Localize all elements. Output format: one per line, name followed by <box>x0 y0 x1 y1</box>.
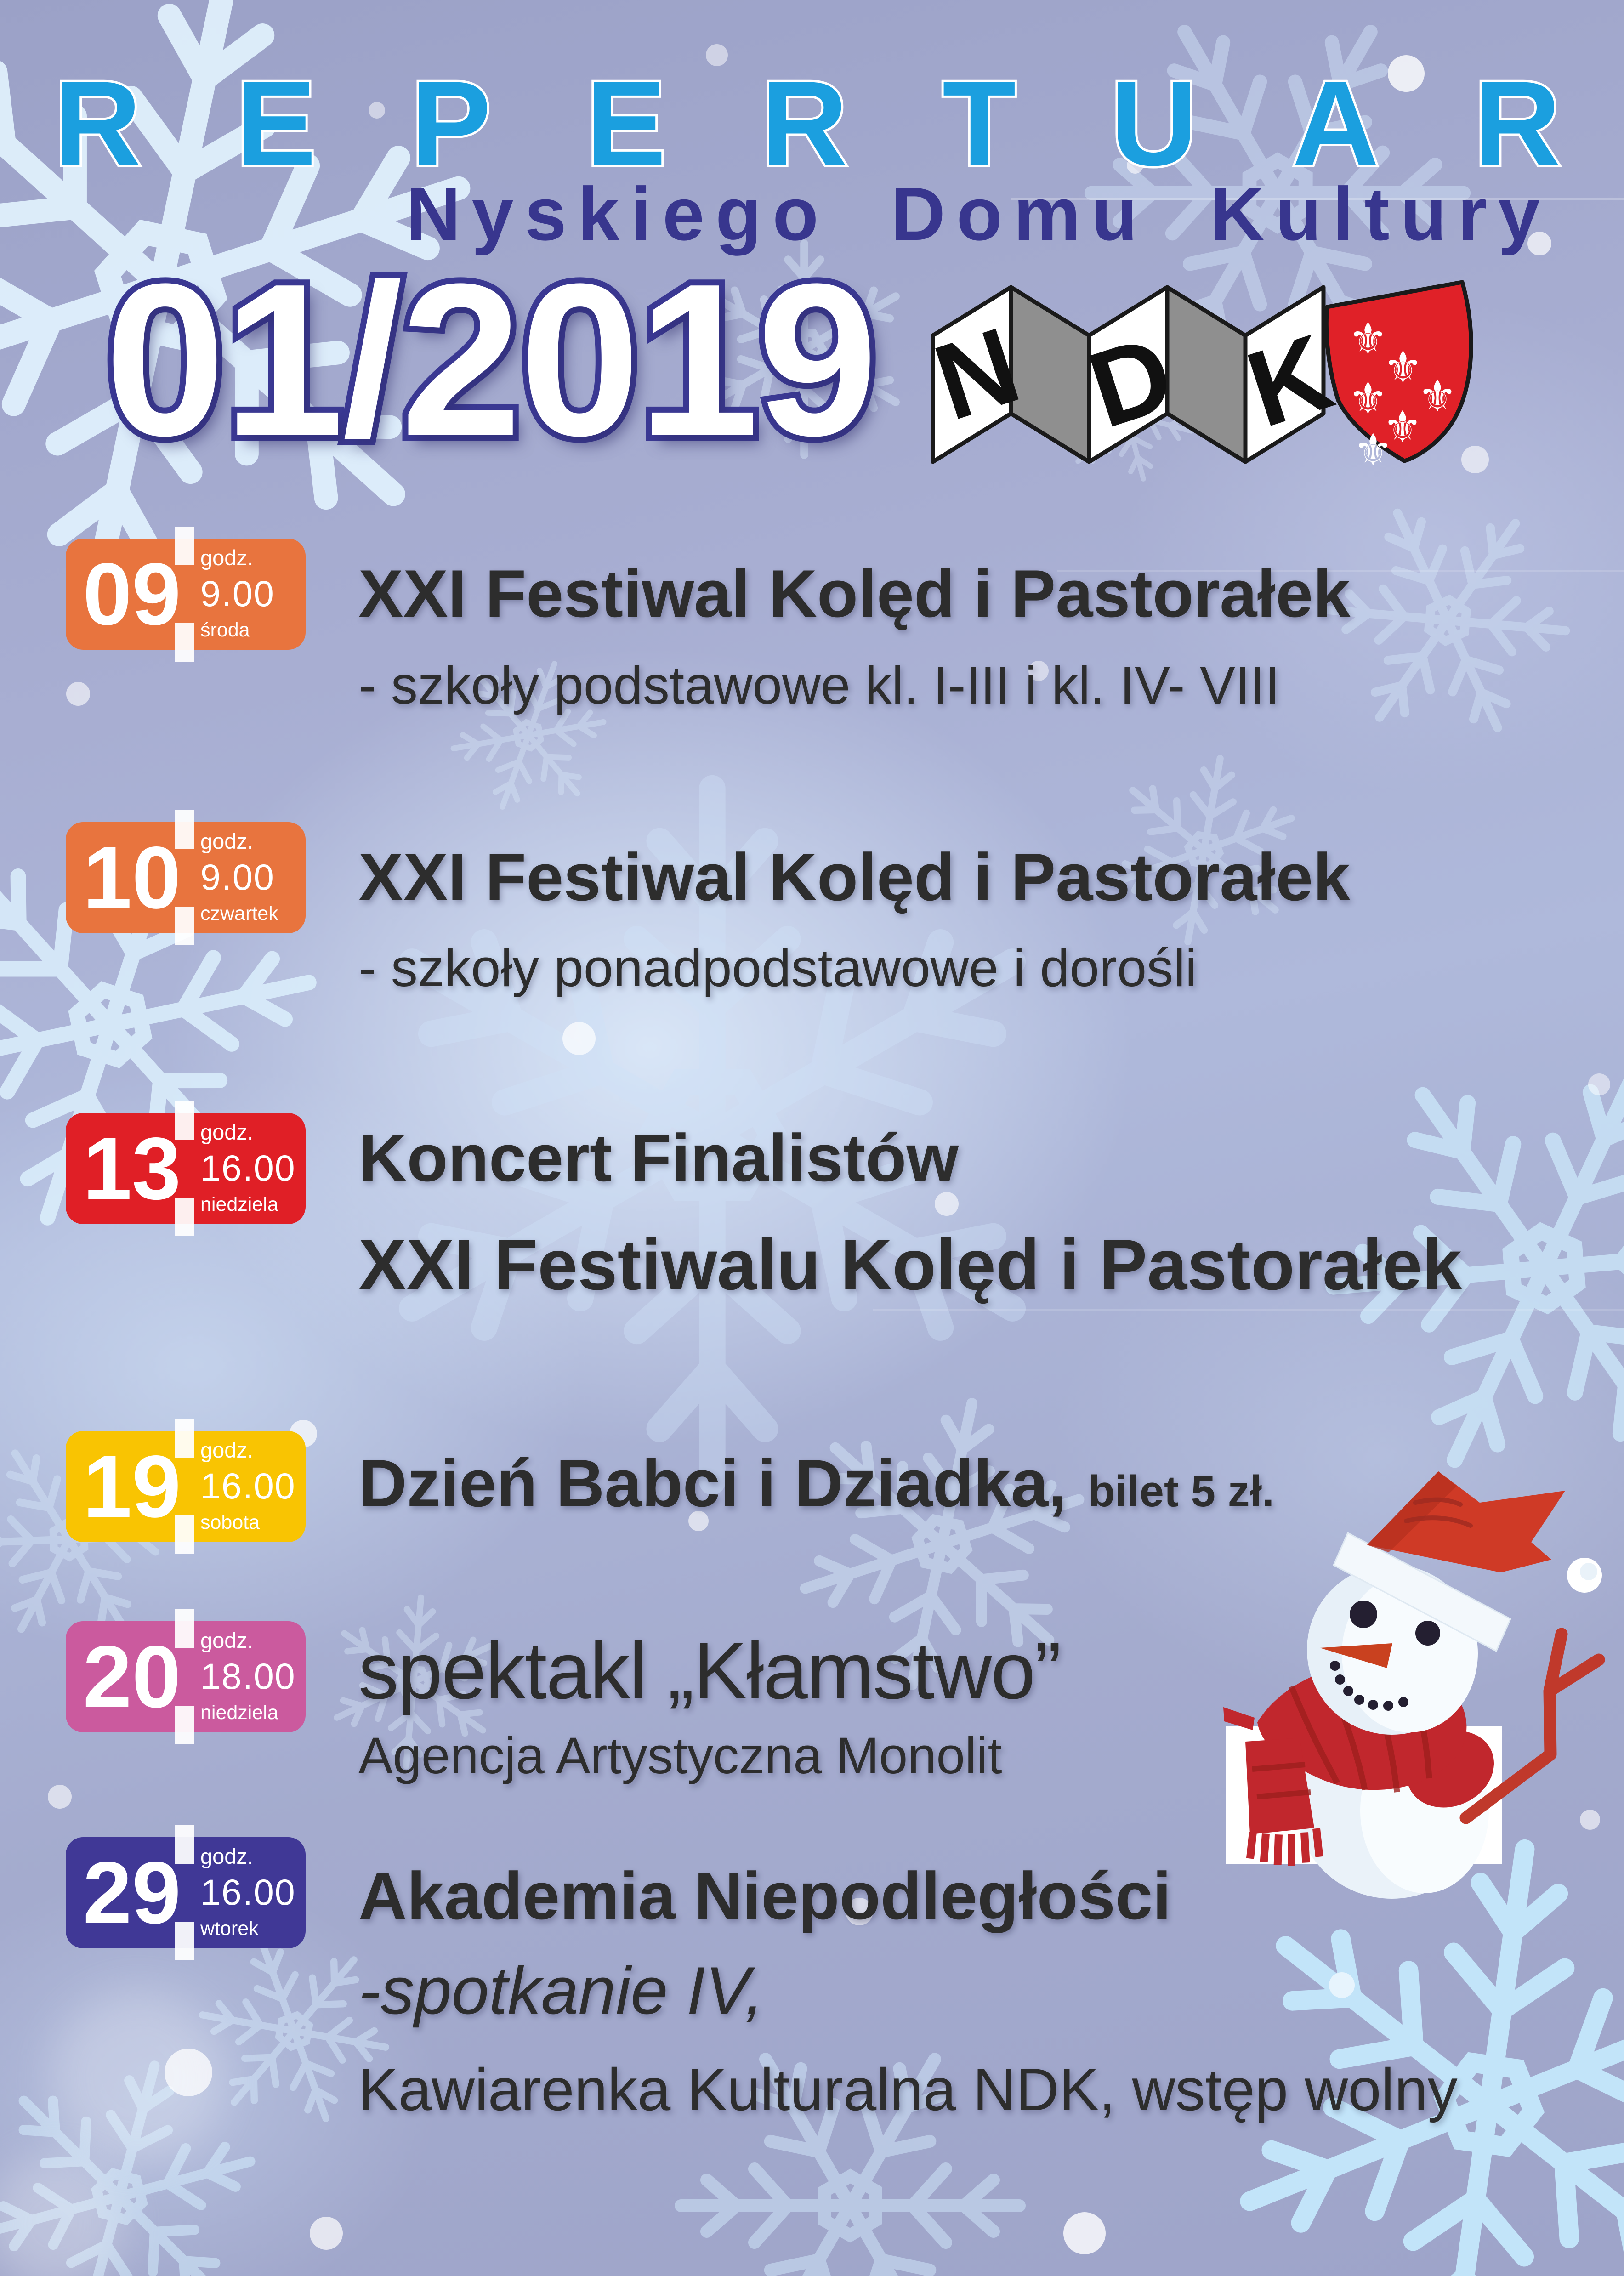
badge-tab-bottom <box>175 1922 194 1960</box>
event-title: Koncert Finalistów <box>358 1120 959 1195</box>
event-row: 09 godz. 9.00 środa XXI Festiwal Kolęd i… <box>66 527 1624 715</box>
event-title: spektakl „Kłamstwo” <box>358 1626 1062 1716</box>
snowman-illustration <box>1223 1471 1605 1899</box>
badge-date: 13 <box>83 1119 181 1218</box>
badge-weekday: niedziela <box>200 1193 278 1215</box>
badge-weekday: niedziela <box>200 1702 278 1724</box>
event-subtitle: Kawiarenka Kulturalna NDK, wstęp wolny <box>358 2056 1458 2123</box>
fleur-de-lis-icon: ⚜ <box>1383 342 1422 393</box>
bokeh-dots <box>0 44 1624 2276</box>
event-row: 20 godz. 18.00 niedziela spektakl „Kłams… <box>66 1609 1624 1784</box>
badge-time-label: godz. <box>200 829 253 853</box>
santa-hat-shade <box>1367 1471 1457 1552</box>
badge-time: 16.00 <box>200 1465 296 1506</box>
event-subtitle: - szkoły podstawowe kl. I-III i kl. IV- … <box>358 655 1280 715</box>
snowman-left-arm <box>1223 1707 1255 1730</box>
page-title: REPERTUAR <box>52 54 1624 193</box>
logo-panel-gray <box>1165 285 1248 464</box>
event-row: 19 godz. 16.00 sobota Dzień Babci i Dzia… <box>66 1419 1624 1554</box>
scarf-tail <box>1245 1738 1314 1834</box>
santa-hat-band <box>1333 1532 1511 1652</box>
event-title-row: Dzień Babci i Dziadka, bilet 5 zł. <box>358 1445 1274 1522</box>
badge-tab-top <box>175 1825 194 1864</box>
badge-tab-bottom <box>175 907 194 945</box>
santa-hat-creases <box>1404 1497 1473 1528</box>
badge-time-label: godz. <box>200 1438 253 1462</box>
logo-panel-white <box>1243 285 1326 464</box>
scarf-tail-stripes <box>1252 1762 1311 1799</box>
badge-weekday: sobota <box>200 1511 260 1533</box>
badge-time: 16.00 <box>200 1872 296 1913</box>
fleur-de-lis-group: ⚜ ⚜ ⚜ ⚜ ⚜ ⚜ <box>1348 314 1457 473</box>
fleur-de-lis-icon: ⚜ <box>1348 374 1387 424</box>
page-subtitle: Nyskiego Domu Kultury <box>406 172 1551 256</box>
badge-date: 10 <box>83 828 181 927</box>
event-title: XXI Festiwal Kolęd i Pastorałek <box>358 556 1351 631</box>
event-title: Akademia Niepodległości <box>358 1858 1171 1933</box>
badge-time: 16.00 <box>200 1147 296 1188</box>
event-row: 10 godz. 9.00 czwartek XXI Festiwal Kolę… <box>66 810 1624 998</box>
badge-date: 29 <box>83 1843 181 1942</box>
badge-tab-top <box>175 1419 194 1458</box>
badge-time-label: godz. <box>200 1120 253 1144</box>
carrot-nose <box>1320 1643 1392 1668</box>
event-subtitle-italic: -spotkanie IV, <box>358 1953 764 2028</box>
event-row: 13 godz. 16.00 niedziela Koncert Finalis… <box>66 1101 1624 1305</box>
date-badge: 13 godz. 16.00 niedziela <box>66 1101 306 1236</box>
badge-weekday: środa <box>200 619 250 641</box>
date-badge: 19 godz. 16.00 sobota <box>66 1419 306 1554</box>
date-badge: 29 godz. 16.00 wtorek <box>66 1825 306 1960</box>
badge-weekday: czwartek <box>200 902 278 925</box>
badge-time: 9.00 <box>200 573 275 614</box>
fleur-de-lis-icon: ⚜ <box>1418 371 1457 422</box>
badge-date: 20 <box>83 1627 181 1726</box>
badge-tab-top <box>175 1609 194 1648</box>
event-title: Dzień Babci i Dziadka, <box>358 1446 1067 1521</box>
badge-tab-top <box>175 1101 194 1140</box>
badge-time-label: godz. <box>200 1628 253 1652</box>
snowman-eye-left <box>1350 1601 1377 1628</box>
badge-tab-bottom <box>175 1515 194 1554</box>
badge-time: 18.00 <box>200 1656 296 1697</box>
hat-pompom-shade <box>1580 1563 1597 1580</box>
badge-tab-top <box>175 810 194 849</box>
logo-panel-gray <box>1009 285 1091 464</box>
event-title-line2: XXI Festiwalu Kolęd i Pastorałek <box>358 1225 1462 1305</box>
badge-weekday: wtorek <box>200 1918 259 1940</box>
event-ticket-price: bilet 5 zł. <box>1088 1467 1274 1516</box>
badge-time-label: godz. <box>200 1844 253 1868</box>
badge-tab-bottom <box>175 1198 194 1236</box>
badge-tab-bottom <box>175 623 194 662</box>
issue-number: 01/2019 <box>99 239 884 481</box>
event-subtitle: - szkoły ponadpodstawowe i dorośli <box>358 938 1197 998</box>
fleur-de-lis-icon: ⚜ <box>1353 425 1392 473</box>
event-subtitle: Agencja Artystyczna Monolit <box>358 1727 1002 1784</box>
date-badge: 09 godz. 9.00 środa <box>66 527 306 662</box>
badge-tab-top <box>175 527 194 565</box>
badge-time: 9.00 <box>200 857 275 897</box>
badge-tab-bottom <box>175 1706 194 1744</box>
event-row: 29 godz. 16.00 wtorek Akademia Niepodleg… <box>66 1825 1624 2123</box>
snowman-mouth <box>1330 1661 1408 1711</box>
fleur-de-lis-icon: ⚜ <box>1383 402 1422 453</box>
snowman-eye-right <box>1415 1621 1440 1646</box>
badge-time-label: godz. <box>200 545 253 570</box>
ndk-logo: N D K ⚜ ⚜ ⚜ ⚜ ⚜ ⚜ <box>928 280 1473 473</box>
scarf-stripes <box>1289 1666 1432 1793</box>
badge-date: 09 <box>83 545 181 643</box>
event-title: XXI Festiwal Kolęd i Pastorałek <box>358 840 1351 914</box>
fleur-de-lis-icon: ⚜ <box>1348 314 1387 364</box>
badge-date: 19 <box>83 1437 181 1536</box>
logo-letters: N D K <box>928 304 1345 451</box>
snowman-twig-arm <box>1459 1628 1605 1824</box>
date-badge: 20 godz. 18.00 niedziela <box>66 1609 306 1744</box>
coat-of-arms-shield <box>1324 280 1473 463</box>
scarf-fringe <box>1246 1828 1323 1866</box>
date-badge: 10 godz. 9.00 czwartek <box>66 810 306 945</box>
